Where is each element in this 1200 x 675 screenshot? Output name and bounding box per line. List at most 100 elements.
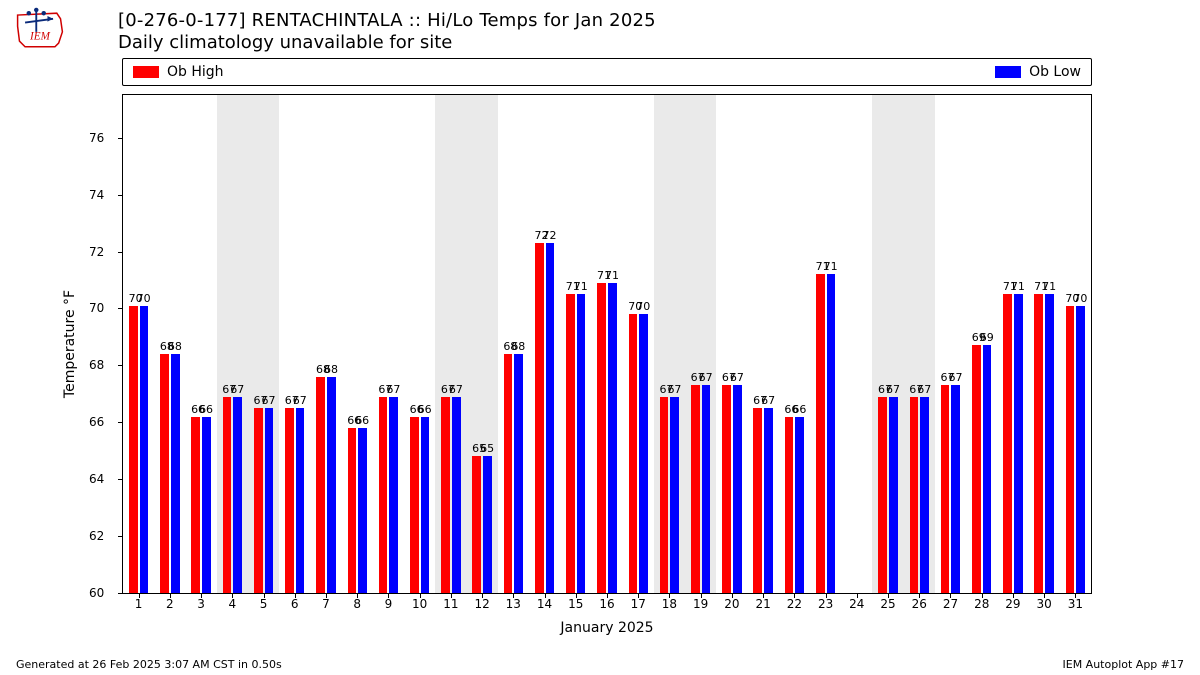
x-tick-label: 6 xyxy=(291,597,299,611)
x-tick-label: 28 xyxy=(974,597,989,611)
bar-high xyxy=(660,397,669,593)
bar-label-low: 71 xyxy=(605,269,619,282)
bar-low xyxy=(296,408,305,593)
y-tick-mark xyxy=(118,195,123,196)
bar-label-low: 66 xyxy=(418,403,432,416)
bar-label-low: 71 xyxy=(1011,280,1025,293)
bar-label-low: 67 xyxy=(293,394,307,407)
bar-high xyxy=(191,417,200,593)
bar-label-low: 67 xyxy=(699,371,713,384)
bar-high xyxy=(1003,294,1012,593)
y-tick-mark xyxy=(118,593,123,594)
svg-text:IEM: IEM xyxy=(29,30,51,42)
bar-low xyxy=(202,417,211,593)
bar-label-low: 67 xyxy=(761,394,775,407)
bar-low xyxy=(733,385,742,593)
bar-low xyxy=(889,397,898,593)
x-tick-mark xyxy=(732,593,733,598)
x-tick-label: 21 xyxy=(755,597,770,611)
x-tick-mark xyxy=(888,593,889,598)
bar-label-low: 66 xyxy=(199,403,213,416)
x-tick-mark xyxy=(857,593,858,598)
x-tick-label: 27 xyxy=(943,597,958,611)
bar-low xyxy=(514,354,523,593)
x-tick-mark xyxy=(638,593,639,598)
iem-logo: IEM xyxy=(12,6,68,54)
plot-area: 6062646668707274761234567891011121314151… xyxy=(122,94,1092,594)
bar-low xyxy=(421,417,430,593)
bar-low xyxy=(171,354,180,593)
x-tick-mark xyxy=(763,593,764,598)
bar-low xyxy=(827,274,836,593)
bar-high xyxy=(129,306,138,593)
footer-generated: Generated at 26 Feb 2025 3:07 AM CST in … xyxy=(16,658,282,671)
y-axis-label: Temperature °F xyxy=(62,290,78,398)
y-tick-label: 74 xyxy=(89,188,104,202)
y-tick-label: 60 xyxy=(89,586,104,600)
bar-label-low: 67 xyxy=(449,383,463,396)
bar-high xyxy=(629,314,638,593)
bar-label-low: 71 xyxy=(824,260,838,273)
x-tick-mark xyxy=(919,593,920,598)
x-tick-mark xyxy=(607,593,608,598)
x-tick-mark xyxy=(326,593,327,598)
x-tick-label: 12 xyxy=(474,597,489,611)
y-tick-label: 70 xyxy=(89,301,104,315)
plot-inner: 6062646668707274761234567891011121314151… xyxy=(123,95,1091,593)
x-tick-label: 14 xyxy=(537,597,552,611)
y-tick-mark xyxy=(118,308,123,309)
x-tick-label: 1 xyxy=(135,597,143,611)
y-tick-mark xyxy=(118,536,123,537)
bar-high xyxy=(691,385,700,593)
bar-high xyxy=(816,274,825,593)
x-tick-label: 25 xyxy=(880,597,895,611)
x-tick-mark xyxy=(950,593,951,598)
legend-item-high: Ob High xyxy=(133,64,224,80)
bar-label-low: 68 xyxy=(168,340,182,353)
bar-low xyxy=(639,314,648,593)
y-tick-label: 68 xyxy=(89,358,104,372)
y-tick-label: 66 xyxy=(89,415,104,429)
swatch-high xyxy=(133,66,159,78)
x-tick-mark xyxy=(264,593,265,598)
bar-label-low: 68 xyxy=(511,340,525,353)
x-tick-label: 10 xyxy=(412,597,427,611)
swatch-low xyxy=(995,66,1021,78)
bar-high xyxy=(941,385,950,593)
page: IEM [0-276-0-177] RENTACHINTALA :: Hi/Lo… xyxy=(0,0,1200,675)
x-tick-mark xyxy=(794,593,795,598)
x-tick-label: 16 xyxy=(599,597,614,611)
bar-low xyxy=(452,397,461,593)
bar-label-low: 66 xyxy=(792,403,806,416)
bar-low xyxy=(983,345,992,593)
bar-high xyxy=(316,377,325,593)
x-tick-label: 30 xyxy=(1037,597,1052,611)
y-tick-mark xyxy=(118,365,123,366)
x-tick-mark xyxy=(232,593,233,598)
bar-label-low: 71 xyxy=(1042,280,1056,293)
bar-label-low: 67 xyxy=(262,394,276,407)
x-tick-label: 19 xyxy=(693,597,708,611)
x-tick-label: 22 xyxy=(787,597,802,611)
bar-low xyxy=(577,294,586,593)
bar-high xyxy=(785,417,794,593)
x-tick-mark xyxy=(295,593,296,598)
footer-appid: IEM Autoplot App #17 xyxy=(1063,658,1185,671)
x-tick-mark xyxy=(545,593,546,598)
bar-label-low: 67 xyxy=(917,383,931,396)
bar-low xyxy=(795,417,804,593)
bar-high xyxy=(722,385,731,593)
x-tick-label: 7 xyxy=(322,597,330,611)
x-tick-label: 24 xyxy=(849,597,864,611)
bar-high xyxy=(1034,294,1043,593)
x-tick-mark xyxy=(139,593,140,598)
x-tick-mark xyxy=(1013,593,1014,598)
legend-label-low: Ob Low xyxy=(1029,64,1081,80)
y-tick-label: 76 xyxy=(89,131,104,145)
x-tick-mark xyxy=(1044,593,1045,598)
bar-label-low: 71 xyxy=(574,280,588,293)
x-tick-label: 5 xyxy=(260,597,268,611)
bar-label-low: 67 xyxy=(886,383,900,396)
bar-high xyxy=(878,397,887,593)
x-tick-label: 11 xyxy=(443,597,458,611)
